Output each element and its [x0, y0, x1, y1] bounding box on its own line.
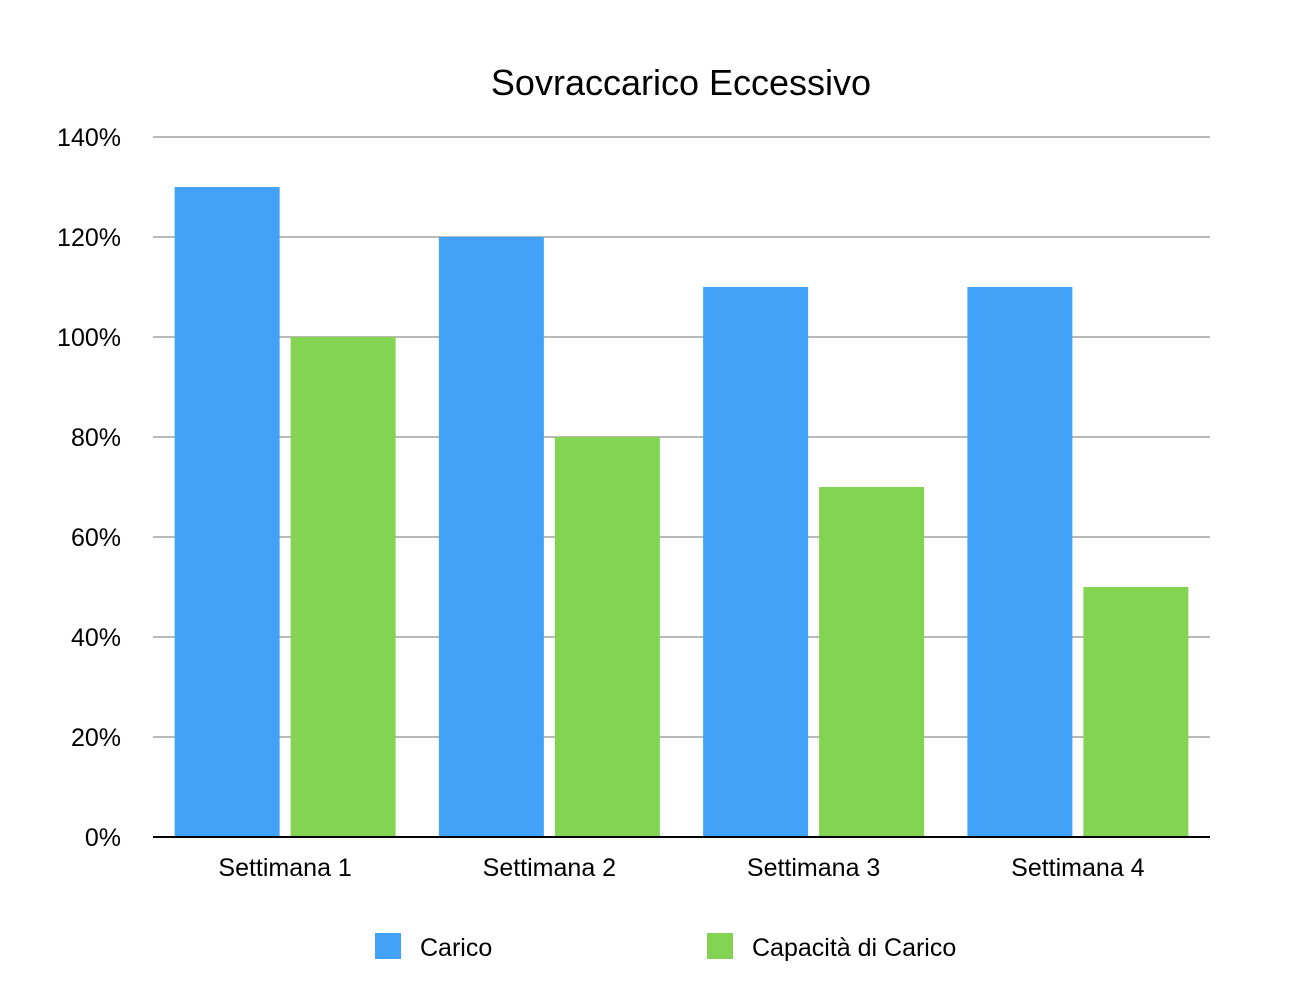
- legend-swatch: [707, 933, 733, 959]
- y-axis-tick-labels: 0% 20% 40% 60% 80% 100% 120% 140%: [57, 124, 121, 852]
- bar-carico-3: [703, 287, 809, 837]
- x-category-label: Settimana 2: [483, 854, 616, 882]
- x-category-label: Settimana 4: [1011, 854, 1145, 882]
- chart-title: Sovraccarico Eccessivo: [491, 62, 871, 103]
- y-tick-label: 120%: [57, 224, 121, 252]
- bar-capacita-di-carico-1: [290, 337, 396, 837]
- y-tick-label: 60%: [71, 524, 121, 552]
- y-tick-label: 40%: [71, 624, 121, 652]
- y-tick-label: 80%: [71, 424, 121, 452]
- y-tick-label: 0%: [85, 824, 121, 852]
- y-tick-label: 20%: [71, 724, 121, 752]
- legend-label: Carico: [420, 934, 492, 962]
- bar-capacita-di-carico-2: [554, 437, 660, 837]
- x-category-label: Settimana 3: [747, 854, 880, 882]
- x-category-label: Settimana 1: [218, 854, 351, 882]
- y-tick-label: 100%: [57, 324, 121, 352]
- bar-carico-2: [438, 237, 544, 837]
- bars: [174, 187, 1189, 837]
- bar-carico-1: [174, 187, 280, 837]
- legend-swatch: [375, 933, 401, 959]
- bar-capacita-di-carico-4: [1083, 587, 1189, 837]
- y-tick-label: 140%: [57, 124, 121, 152]
- legend: Carico Capacità di Carico: [375, 933, 956, 962]
- bar-carico-4: [967, 287, 1073, 837]
- legend-label: Capacità di Carico: [752, 934, 956, 962]
- x-axis-category-labels: Settimana 1 Settimana 2 Settimana 3 Settima…: [218, 854, 1144, 882]
- bar-capacita-di-carico-3: [819, 487, 925, 837]
